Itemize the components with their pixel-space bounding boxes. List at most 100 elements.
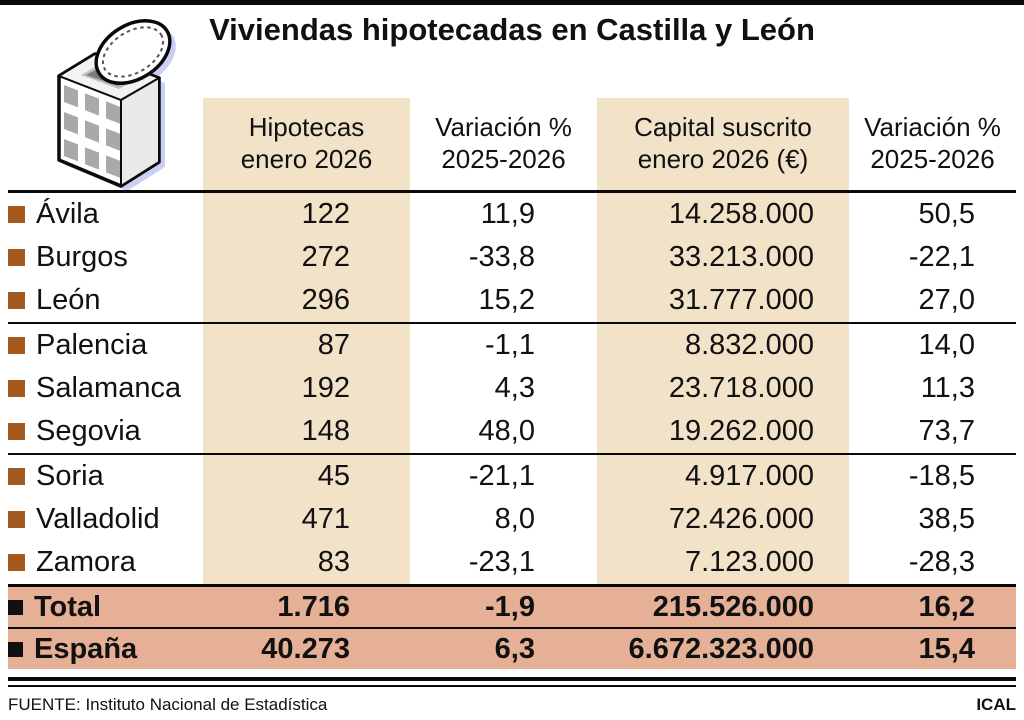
header-line: enero 2026 xyxy=(240,144,373,174)
table-row: Burgos 272 -33,8 33.213.000 -22,1 xyxy=(8,236,1016,279)
column-header-capital: Capital suscrito enero 2026 (€) xyxy=(597,98,849,190)
province-label: León xyxy=(36,284,101,316)
variacion1-value: -21,1 xyxy=(468,460,535,492)
hipotecas-value: 40.273 xyxy=(261,632,350,665)
variacion2-value: 15,4 xyxy=(918,632,975,665)
square-bullet-icon xyxy=(8,337,25,354)
header-line: Hipotecas xyxy=(248,112,365,143)
table-row: Ávila 122 11,9 14.258.000 50,5 xyxy=(8,193,1016,236)
bottom-rule-thick xyxy=(8,677,1016,681)
total-label: España xyxy=(34,632,138,665)
mortgages-table: Hipotecas enero 2026 Variación % 2025-20… xyxy=(8,98,1016,715)
province-label: Valladolid xyxy=(36,503,160,535)
capital-value: 7.123.000 xyxy=(597,541,849,584)
variacion1-value: 8,0 xyxy=(494,503,535,535)
hipotecas-value: 1.716 xyxy=(277,590,350,623)
capital-value: 33.213.000 xyxy=(597,236,849,279)
province-name: León xyxy=(8,279,203,322)
capital-value: 4.917.000 xyxy=(597,455,849,498)
province-name: Segovia xyxy=(8,410,203,453)
table-row: Soria 45 -21,1 4.917.000 -18,5 xyxy=(8,455,1016,498)
header-line: 2025-2026 xyxy=(870,144,995,174)
hipotecas-value: 148 xyxy=(203,410,410,453)
page-title: Viviendas hipotecadas en Castilla y León xyxy=(209,12,815,47)
variacion1-value: 4,3 xyxy=(494,372,535,404)
province-label: Ávila xyxy=(36,198,99,230)
variacion2-value: -28,3 xyxy=(908,546,975,578)
table-row: León 296 15,2 31.777.000 27,0 xyxy=(8,279,1016,322)
variacion1-value: -33,8 xyxy=(468,241,535,273)
hipotecas-value: 272 xyxy=(203,236,410,279)
square-bullet-icon xyxy=(8,206,25,223)
capital-value: 31.777.000 xyxy=(597,279,849,322)
capital-value: 19.262.000 xyxy=(597,410,849,453)
column-header-variacion-1: Variación % 2025-2026 xyxy=(410,98,597,190)
variacion1-value: -1,1 xyxy=(485,329,535,361)
total-row: Total 1.716 -1,9 215.526.000 16,2 xyxy=(8,587,1016,629)
province-label: Burgos xyxy=(36,241,128,273)
header-line: Capital suscrito xyxy=(634,112,812,143)
hipotecas-value: 83 xyxy=(203,541,410,584)
header-line: Variación % xyxy=(435,112,572,143)
province-group-3: Soria 45 -21,1 4.917.000 -18,5 Valladoli… xyxy=(8,455,1016,587)
capital-value: 215.526.000 xyxy=(652,590,814,623)
table-row: Zamora 83 -23,1 7.123.000 -28,3 xyxy=(8,541,1016,584)
source-credit: FUENTE: Instituto Nacional de Estadístic… xyxy=(8,695,328,714)
header-spacer xyxy=(8,98,203,190)
hipotecas-value: 87 xyxy=(203,324,410,367)
header-line: enero 2026 (€) xyxy=(637,144,809,174)
variacion2-value: -18,5 xyxy=(908,460,975,492)
province-name: Zamora xyxy=(8,541,203,584)
province-name: Valladolid xyxy=(8,498,203,541)
header-line: 2025-2026 xyxy=(441,144,566,174)
spain-row: España 40.273 6,3 6.672.323.000 15,4 xyxy=(8,629,1016,669)
total-name: Total xyxy=(8,587,203,627)
variacion2-value: 38,5 xyxy=(918,503,975,535)
province-name: Palencia xyxy=(8,324,203,367)
variacion2-value: 16,2 xyxy=(918,590,975,623)
hipotecas-value: 192 xyxy=(203,367,410,410)
province-label: Salamanca xyxy=(36,372,182,404)
variacion1-value: 15,2 xyxy=(478,284,535,316)
variacion1-value: -23,1 xyxy=(468,546,535,578)
variacion1-value: 48,0 xyxy=(478,415,535,447)
column-header-variacion-2: Variación % 2025-2026 xyxy=(849,98,1016,190)
table-row: Segovia 148 48,0 19.262.000 73,7 xyxy=(8,410,1016,453)
variacion2-value: -22,1 xyxy=(908,241,975,273)
square-bullet-icon xyxy=(8,511,25,528)
variacion2-value: 11,3 xyxy=(920,372,975,404)
square-bullet-icon xyxy=(8,641,23,657)
building-coin-moneybox-icon xyxy=(45,8,185,193)
province-label: Soria xyxy=(36,460,104,492)
province-label: Segovia xyxy=(36,415,141,447)
bottom-rule-thin xyxy=(8,685,1016,687)
variacion1-value: 11,9 xyxy=(480,198,535,230)
province-group-2: Palencia 87 -1,1 8.832.000 14,0 Salamanc… xyxy=(8,324,1016,455)
variacion2-value: 73,7 xyxy=(918,415,975,447)
total-name: España xyxy=(8,629,203,669)
capital-value: 72.426.000 xyxy=(597,498,849,541)
table-row: Palencia 87 -1,1 8.832.000 14,0 xyxy=(8,324,1016,367)
variacion1-value: -1,9 xyxy=(485,590,535,623)
province-label: Palencia xyxy=(36,329,148,361)
variacion2-value: 14,0 xyxy=(918,329,975,361)
province-name: Ávila xyxy=(8,193,203,236)
footer: FUENTE: Instituto Nacional de Estadístic… xyxy=(8,695,1016,715)
capital-value: 23.718.000 xyxy=(597,367,849,410)
hipotecas-value: 296 xyxy=(203,279,410,322)
square-bullet-icon xyxy=(8,380,25,397)
province-name: Salamanca xyxy=(8,367,203,410)
square-bullet-icon xyxy=(8,249,25,266)
column-header-hipotecas: Hipotecas enero 2026 xyxy=(203,98,410,190)
square-bullet-icon xyxy=(8,468,25,485)
province-group-1: Ávila 122 11,9 14.258.000 50,5 Burgos 27… xyxy=(8,193,1016,324)
top-rule xyxy=(0,0,1024,5)
square-bullet-icon xyxy=(8,423,25,440)
square-bullet-icon xyxy=(8,292,25,309)
table-row: Valladolid 471 8,0 72.426.000 38,5 xyxy=(8,498,1016,541)
province-name: Burgos xyxy=(8,236,203,279)
variacion1-value: 6,3 xyxy=(494,632,535,665)
hipotecas-value: 471 xyxy=(203,498,410,541)
hipotecas-value: 122 xyxy=(203,193,410,236)
